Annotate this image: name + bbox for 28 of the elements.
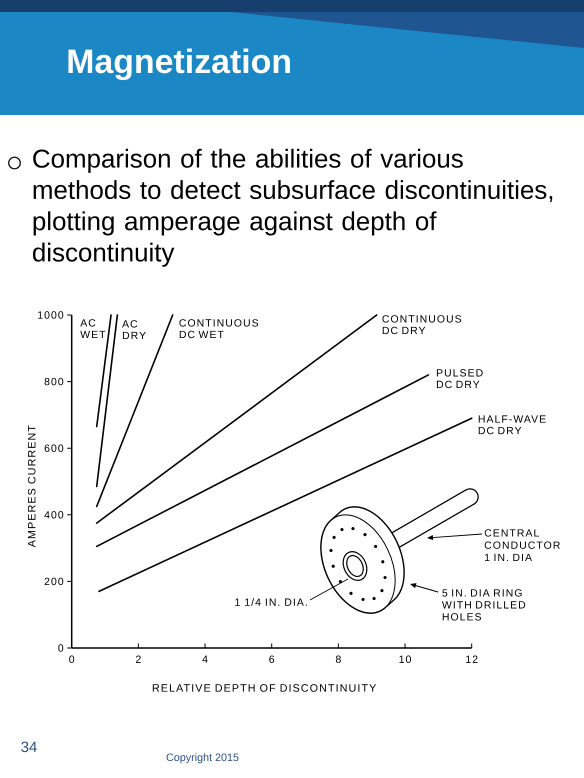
x-tick-label: 0 <box>69 656 74 663</box>
x-axis-title: RELATIVE DEPTH OF DISCONTINUITY <box>152 684 376 692</box>
y-tick-label: 800 <box>44 378 64 386</box>
series-label: PULSED DC DRY <box>436 369 483 388</box>
x-tick-label: 4 <box>202 656 208 663</box>
x-tick-label: 2 <box>136 656 141 663</box>
x-tick-label: 12 <box>466 656 478 663</box>
series-label: AC DRY <box>122 320 146 340</box>
series-label: HALF-WAVE DC DRY <box>478 415 546 434</box>
text: Copyright 2015 <box>166 753 239 764</box>
annotation: 1 1/4 IN. DIA. <box>235 598 307 606</box>
y-tick-label: 200 <box>44 578 64 586</box>
chart-title: Magnetization <box>68 48 290 80</box>
series-label: CONTINUOUS DC DRY <box>382 315 462 334</box>
annotation: 5 IN. DIA RING WITH DRILLED HOLES <box>442 589 526 621</box>
series-label: AC WET <box>80 319 106 338</box>
x-tick-label: 10 <box>399 656 411 663</box>
text: CENTRAL CONDUCTOR 1 IN. DIA <box>484 529 560 562</box>
y-tick-label: 600 <box>44 444 64 452</box>
y-tick-label: 1000 <box>38 311 64 319</box>
x-tick-label: 8 <box>336 656 341 663</box>
y-tick-label: 0 <box>58 644 64 652</box>
x-tick-label: 6 <box>269 656 274 663</box>
chart-subtitle: Comparison of the abilities of various methods to detect subsurface discontinuities, plotting amperage against depth of discontinuity <box>32 148 552 267</box>
y-tick-label: 400 <box>44 511 64 519</box>
text: 34 <box>21 742 37 752</box>
series-label: CONTINUOUS DC WET <box>179 319 258 338</box>
y-axis-title: AMPERES CURRENT <box>28 425 36 548</box>
